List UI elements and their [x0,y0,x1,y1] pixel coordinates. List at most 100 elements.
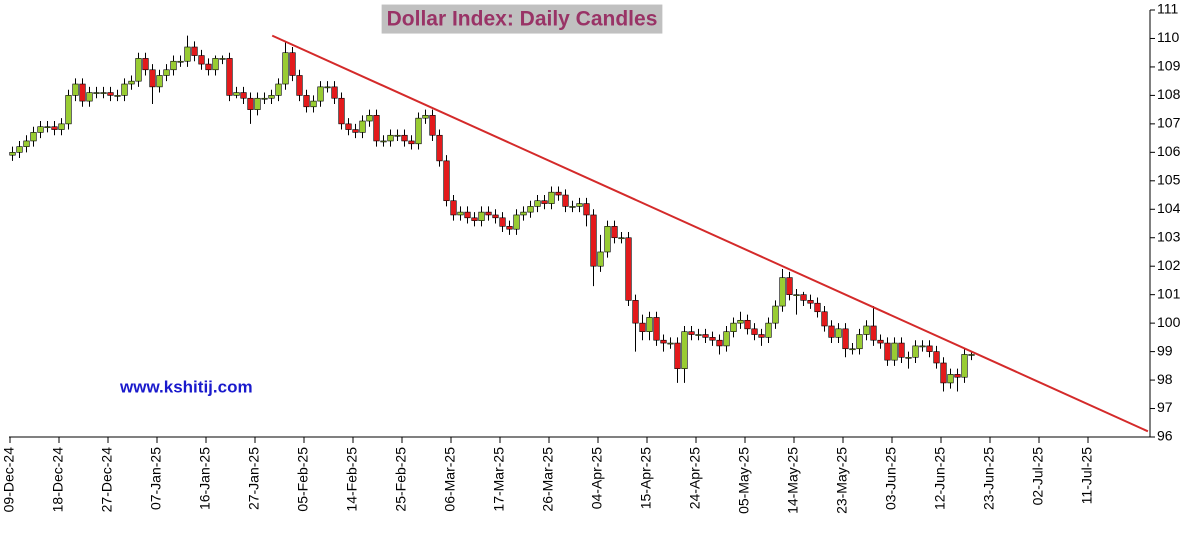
x-tick-label: 05-Feb-25 [295,447,311,512]
candle-body [198,55,205,65]
candle-body [51,126,58,130]
candle-body [842,328,849,350]
x-tick-label: 23-Jun-25 [981,447,997,510]
candle-body [681,331,688,369]
candle-body [828,325,835,338]
x-tick-label: 14-Feb-25 [344,447,360,512]
candle-body [961,354,968,378]
candle-body [317,86,324,102]
candle-body [569,206,576,208]
y-tick-label: 105 [1157,172,1181,188]
candle-body [891,342,898,361]
candle-body [912,345,919,358]
candle-body [513,214,520,230]
candle-body [408,140,415,145]
candle-body [877,339,884,344]
candle-body [128,80,135,85]
x-tick-label: 27-Dec-24 [99,447,115,513]
candle-body [44,126,51,129]
candle-body [149,69,156,88]
candle-body [65,95,72,125]
candle-body [352,129,359,133]
candle-body [289,52,296,76]
candle-body [394,134,401,137]
candle-body [170,60,177,71]
candle-body [597,251,604,267]
candle-body [968,354,975,356]
candle-body [247,97,254,110]
candle-body [156,75,163,88]
candle-body [618,237,625,240]
x-tick-label: 07-Jan-25 [148,447,164,510]
candle-body [660,339,667,344]
candle-body [786,277,793,295]
candle-body [464,211,471,219]
candle-body [870,325,877,341]
candle-body [422,115,429,119]
candle-body [793,294,800,296]
candle-body [100,92,107,94]
y-tick-label: 102 [1157,257,1181,273]
candle-body [9,152,16,156]
x-tick-label: 14-May-25 [785,447,801,514]
candle-body [296,75,303,96]
candle-body [653,317,660,341]
y-tick-label: 109 [1157,58,1181,74]
candle-body [758,334,765,338]
candle-body [919,345,926,348]
candle-body [667,342,674,345]
x-tick-label: 17-Mar-25 [491,447,507,512]
x-tick-label: 06-Mar-25 [442,447,458,512]
candle-body [142,58,149,71]
candle-body [163,69,170,76]
candle-body [380,140,387,143]
candle-body [604,226,611,253]
candle-body [359,120,366,133]
candle-body [527,206,534,213]
candle-body [506,226,513,230]
candle-body [30,132,37,142]
candle-body [905,356,912,359]
candle-body [779,277,786,307]
candle-body [268,95,275,99]
y-tick-label: 98 [1157,371,1173,387]
candle-body [807,300,814,304]
y-tick-label: 111 [1157,1,1178,17]
candle-body [457,211,464,216]
title-box [381,4,663,34]
candle-body [835,328,842,338]
candle-body [709,337,716,341]
candle-body [492,214,499,219]
y-tick-label: 107 [1157,115,1181,131]
candle-body [254,97,261,110]
x-tick-label: 15-Apr-25 [638,447,654,509]
y-tick-label: 110 [1157,29,1180,45]
candle-body [548,191,555,204]
candle-body [135,58,142,82]
candle-body [716,339,723,347]
candle-body [926,345,933,352]
chart-title: Dollar Index: Daily Candles [387,8,658,31]
x-tick-label: 24-Apr-25 [687,447,703,509]
candle-body [450,200,457,216]
candle-body [688,331,695,335]
candle-body [954,374,961,378]
candle-body [800,294,807,301]
candle-body [219,58,226,60]
candle-body [884,342,891,361]
candle-body [107,92,114,96]
candle-body [345,123,352,130]
candle-body [541,200,548,204]
candle-body [737,319,744,324]
x-tick-label: 16-Jan-25 [197,447,213,510]
candle-body [576,203,583,207]
candle-body [373,115,380,142]
candle-body [415,117,422,145]
y-tick-label: 99 [1157,342,1173,358]
x-tick-label: 02-Jul-25 [1030,447,1046,506]
candle-body [275,83,282,96]
candle-body [282,52,289,85]
candle-body [611,226,618,239]
candle-body [401,134,408,142]
y-tick-label: 96 [1157,428,1173,444]
